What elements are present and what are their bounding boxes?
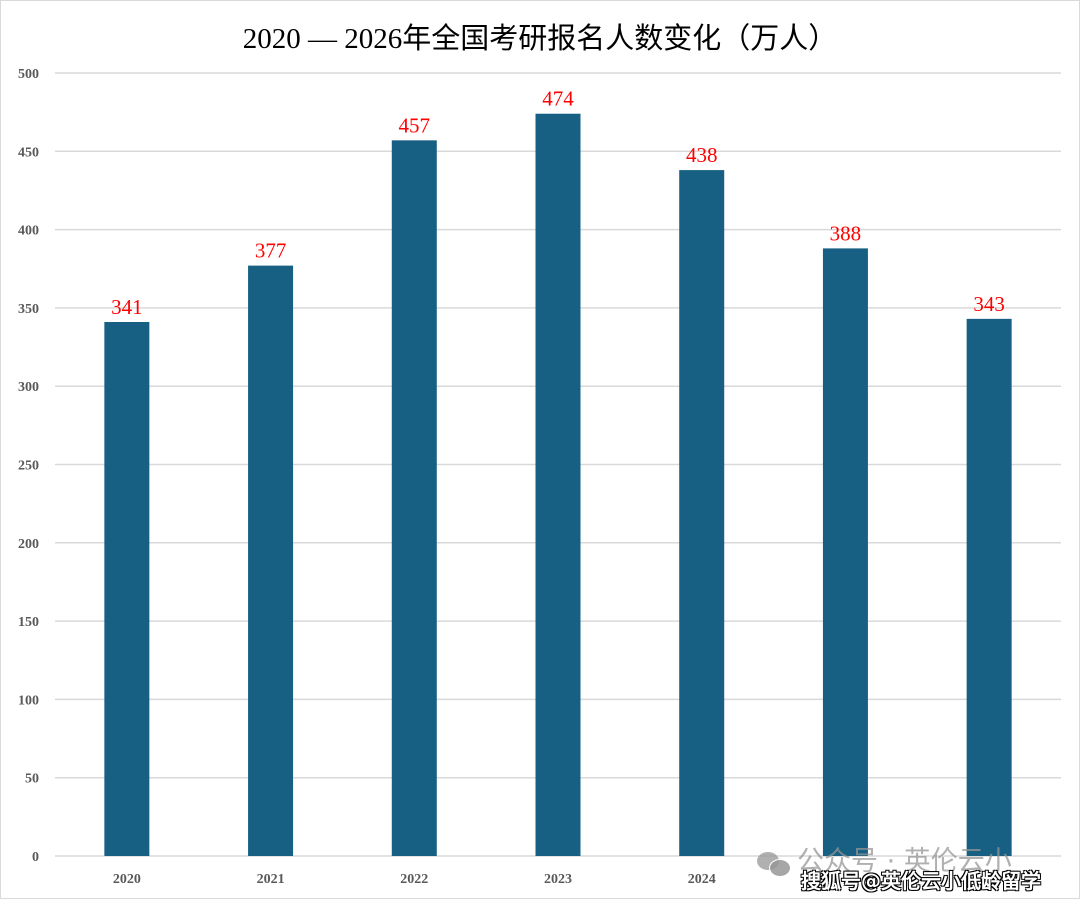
y-tick-label: 150 <box>18 615 39 630</box>
bar <box>679 170 725 857</box>
y-tick-label: 50 <box>25 772 39 787</box>
y-tick-label: 450 <box>18 145 39 160</box>
chart-title: 2020 — 2026年全国考研报名人数变化（万人） <box>242 23 838 55</box>
x-tick-label: 2021 <box>257 872 285 887</box>
y-tick-label: 350 <box>18 302 39 317</box>
data-label: 438 <box>686 143 718 167</box>
watermark-line1: 公众号 · 英伦云小 <box>797 846 1012 877</box>
bar <box>104 321 150 856</box>
watermark-sohu: 搜狐号@英伦云小低龄留学 <box>801 869 1041 893</box>
data-label: 343 <box>973 292 1005 316</box>
y-tick-label: 250 <box>18 459 39 474</box>
y-tick-label: 400 <box>18 224 39 239</box>
bar <box>966 318 1012 856</box>
x-tick-label: 2024 <box>688 872 716 887</box>
y-tick-label: 0 <box>32 850 39 865</box>
bar <box>822 248 868 857</box>
y-tick-label: 300 <box>18 380 39 395</box>
data-label: 341 <box>111 295 143 319</box>
x-tick-label: 2020 <box>113 872 141 887</box>
y-tick-label: 500 <box>18 67 39 82</box>
wechat-icon <box>757 850 791 877</box>
x-tick-label: 2022 <box>400 872 428 887</box>
data-label: 457 <box>399 113 431 137</box>
bar <box>535 113 581 856</box>
bar <box>248 265 294 856</box>
x-tick-label: 2023 <box>544 872 572 887</box>
watermark-wechat: 公众号 · 英伦云小 <box>757 839 1012 878</box>
y-tick-label: 100 <box>18 693 39 708</box>
data-label: 388 <box>830 221 862 245</box>
data-label: 377 <box>255 239 287 263</box>
data-label: 474 <box>542 87 574 111</box>
bar <box>391 140 437 856</box>
y-tick-label: 200 <box>18 537 39 552</box>
